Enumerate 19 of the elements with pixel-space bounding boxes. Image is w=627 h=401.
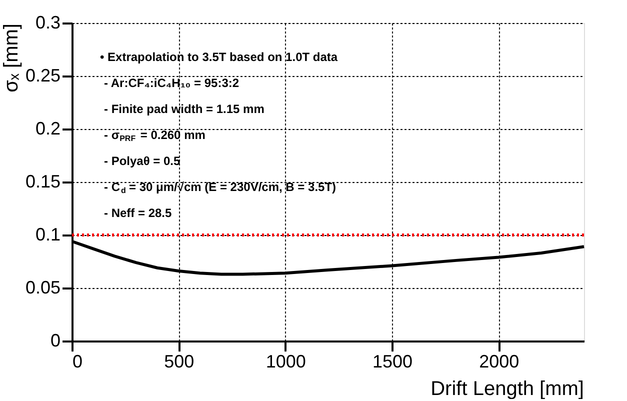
x-tick-label: 2000 — [479, 352, 520, 372]
x-tick-label: 1000 — [266, 352, 306, 372]
y-tick-label: 0.2 — [35, 118, 60, 138]
annotation: • Extrapolation to 3.5T based on 1.0T data — [100, 50, 338, 64]
x-axis-title: Drift Length [mm] — [430, 378, 584, 400]
annotation: - Polyaθ = 0.5 — [104, 154, 181, 168]
y-tick-label: 0.3 — [35, 12, 60, 32]
annotation: - Finite pad width = 1.15 mm — [104, 102, 264, 116]
x-tick-label: 500 — [164, 352, 194, 372]
annotation: - Neff = 28.5 — [104, 206, 172, 220]
y-tick-label: 0.1 — [35, 224, 60, 244]
y-tick-label: 0 — [50, 330, 60, 350]
y-tick-label: 0.25 — [25, 66, 60, 86]
x-tick-label: 1500 — [372, 352, 413, 372]
annotation: - Ar:CF₄:iC₄H₁₀ = 95:3:2 — [104, 76, 240, 90]
y-tick-label: 0.05 — [25, 278, 60, 298]
y-axis-title: σₓ [mm] — [0, 24, 22, 92]
y-tick-label: 0.15 — [25, 172, 60, 192]
x-tick-label: 0 — [72, 352, 83, 372]
